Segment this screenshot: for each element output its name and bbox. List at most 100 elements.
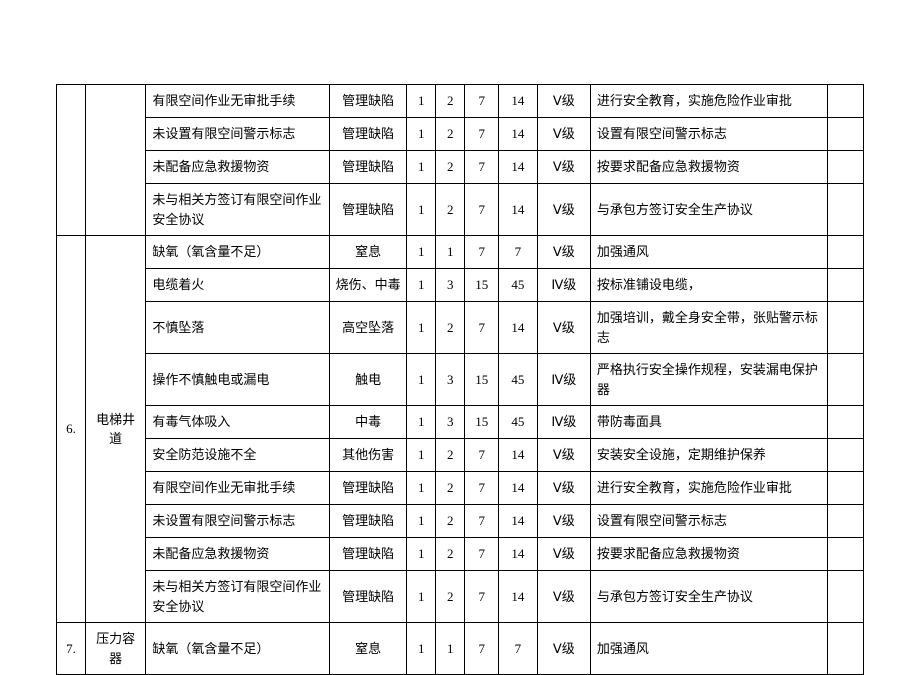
n1-cell: 1 [407, 269, 436, 302]
type-cell: 中毒 [330, 406, 407, 439]
type-cell: 管理缺陷 [330, 118, 407, 151]
measure-cell: 设置有限空间警示标志 [590, 118, 827, 151]
n1-cell: 1 [407, 184, 436, 236]
blank-cell [827, 118, 863, 151]
blank-cell [827, 354, 863, 406]
category-cell: 电梯井道 [85, 236, 145, 623]
n2-cell: 2 [436, 538, 465, 571]
level-cell: Ⅴ级 [537, 85, 590, 118]
level-cell: Ⅴ级 [537, 184, 590, 236]
n2-cell: 2 [436, 472, 465, 505]
measure-cell: 带防毒面具 [590, 406, 827, 439]
n4-cell: 14 [499, 439, 538, 472]
hazard-cell: 电缆着火 [146, 269, 330, 302]
blank-cell [827, 472, 863, 505]
n1-cell: 1 [407, 406, 436, 439]
n1-cell: 1 [407, 505, 436, 538]
blank-cell [827, 302, 863, 354]
type-cell: 管理缺陷 [330, 538, 407, 571]
measure-cell: 严格执行安全操作规程，安装漏电保护器 [590, 354, 827, 406]
level-cell: Ⅴ级 [537, 505, 590, 538]
measure-cell: 按要求配备应急救援物资 [590, 538, 827, 571]
measure-cell: 与承包方签订安全生产协议 [590, 571, 827, 623]
hazard-cell: 缺氧（氧含量不足） [146, 623, 330, 675]
blank-cell [827, 571, 863, 623]
n4-cell: 14 [499, 302, 538, 354]
measure-cell: 加强通风 [590, 236, 827, 269]
measure-cell: 进行安全教育，实施危险作业审批 [590, 472, 827, 505]
n2-cell: 1 [436, 623, 465, 675]
type-cell: 其他伤害 [330, 439, 407, 472]
n3-cell: 7 [465, 118, 499, 151]
measure-cell: 进行安全教育，实施危险作业审批 [590, 85, 827, 118]
n4-cell: 45 [499, 269, 538, 302]
n2-cell: 2 [436, 302, 465, 354]
type-cell: 管理缺陷 [330, 505, 407, 538]
hazard-cell: 缺氧（氧含量不足） [146, 236, 330, 269]
table-row: 安全防范设施不全其他伤害12714Ⅴ级安装安全设施，定期维护保养 [57, 439, 864, 472]
table-row: 电缆着火烧伤、中毒131545Ⅳ级按标准铺设电缆， [57, 269, 864, 302]
hazard-table: 有限空间作业无审批手续管理缺陷12714Ⅴ级进行安全教育，实施危险作业审批未设置… [56, 84, 864, 675]
n4-cell: 14 [499, 184, 538, 236]
table-row: 未配备应急救援物资管理缺陷12714Ⅴ级按要求配备应急救援物资 [57, 538, 864, 571]
level-cell: Ⅴ级 [537, 439, 590, 472]
n1-cell: 1 [407, 118, 436, 151]
measure-cell: 按标准铺设电缆， [590, 269, 827, 302]
type-cell: 管理缺陷 [330, 151, 407, 184]
measure-cell: 安装安全设施，定期维护保养 [590, 439, 827, 472]
type-cell: 烧伤、中毒 [330, 269, 407, 302]
n3-cell: 7 [465, 439, 499, 472]
category-cell [85, 85, 145, 236]
n3-cell: 7 [465, 538, 499, 571]
n3-cell: 15 [465, 354, 499, 406]
level-cell: Ⅴ级 [537, 623, 590, 675]
n1-cell: 1 [407, 236, 436, 269]
hazard-cell: 有限空间作业无审批手续 [146, 85, 330, 118]
n1-cell: 1 [407, 151, 436, 184]
measure-cell: 设置有限空间警示标志 [590, 505, 827, 538]
n3-cell: 7 [465, 85, 499, 118]
level-cell: Ⅳ级 [537, 354, 590, 406]
blank-cell [827, 85, 863, 118]
seq-cell [57, 85, 86, 236]
n2-cell: 1 [436, 236, 465, 269]
n2-cell: 3 [436, 269, 465, 302]
blank-cell [827, 439, 863, 472]
type-cell: 管理缺陷 [330, 571, 407, 623]
measure-cell: 与承包方签订安全生产协议 [590, 184, 827, 236]
measure-cell: 加强通风 [590, 623, 827, 675]
n4-cell: 14 [499, 85, 538, 118]
n3-cell: 15 [465, 406, 499, 439]
level-cell: Ⅴ级 [537, 236, 590, 269]
n2-cell: 2 [436, 85, 465, 118]
table-row: 未设置有限空间警示标志管理缺陷12714Ⅴ级设置有限空间警示标志 [57, 118, 864, 151]
n3-cell: 15 [465, 269, 499, 302]
table-row: 有毒气体吸入中毒131545Ⅳ级带防毒面具 [57, 406, 864, 439]
table-row: 7.压力容器缺氧（氧含量不足）窒息1177Ⅴ级加强通风 [57, 623, 864, 675]
hazard-cell: 不慎坠落 [146, 302, 330, 354]
n4-cell: 14 [499, 472, 538, 505]
document-page: 有限空间作业无审批手续管理缺陷12714Ⅴ级进行安全教育，实施危险作业审批未设置… [0, 0, 920, 651]
blank-cell [827, 505, 863, 538]
n4-cell: 14 [499, 505, 538, 538]
blank-cell [827, 623, 863, 675]
table-row: 有限空间作业无审批手续管理缺陷12714Ⅴ级进行安全教育，实施危险作业审批 [57, 472, 864, 505]
type-cell: 管理缺陷 [330, 184, 407, 236]
table-row: 未设置有限空间警示标志管理缺陷12714Ⅴ级设置有限空间警示标志 [57, 505, 864, 538]
level-cell: Ⅴ级 [537, 302, 590, 354]
blank-cell [827, 538, 863, 571]
hazard-cell: 未与相关方签订有限空间作业安全协议 [146, 184, 330, 236]
hazard-cell: 未配备应急救援物资 [146, 538, 330, 571]
seq-cell: 7. [57, 623, 86, 675]
blank-cell [827, 236, 863, 269]
measure-cell: 按要求配备应急救援物资 [590, 151, 827, 184]
n4-cell: 14 [499, 151, 538, 184]
n3-cell: 7 [465, 623, 499, 675]
level-cell: Ⅴ级 [537, 538, 590, 571]
seq-cell: 6. [57, 236, 86, 623]
table-row: 有限空间作业无审批手续管理缺陷12714Ⅴ级进行安全教育，实施危险作业审批 [57, 85, 864, 118]
level-cell: Ⅳ级 [537, 269, 590, 302]
n4-cell: 14 [499, 118, 538, 151]
hazard-cell: 未配备应急救援物资 [146, 151, 330, 184]
table-row: 未与相关方签订有限空间作业安全协议管理缺陷12714Ⅴ级与承包方签订安全生产协议 [57, 571, 864, 623]
